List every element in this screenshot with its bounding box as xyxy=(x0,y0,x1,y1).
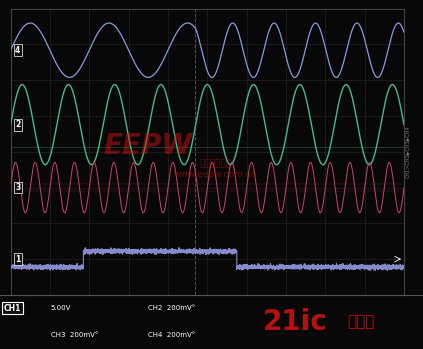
Text: 3: 3 xyxy=(15,183,20,192)
Text: 5.00V: 5.00V xyxy=(51,305,71,311)
Text: 21ic: 21ic xyxy=(262,308,327,336)
Text: CH1>CH2▶CH3▶CH4: CH1>CH2▶CH3▶CH4 xyxy=(405,126,410,178)
Text: CH1: CH1 xyxy=(4,304,22,313)
Text: 1: 1 xyxy=(15,255,20,263)
Text: 电子网: 电子网 xyxy=(347,314,374,329)
Text: 2: 2 xyxy=(15,120,20,129)
Text: EEPW: EEPW xyxy=(104,132,193,160)
Text: CH3  200mV°: CH3 200mV° xyxy=(51,333,98,339)
Text: 4: 4 xyxy=(15,46,20,55)
Text: CH4  200mV°: CH4 200mV° xyxy=(148,333,195,339)
Text: CH2  200mV°: CH2 200mV° xyxy=(148,305,195,311)
Text: 电子产品世界
www.eepw.com.cn: 电子产品世界 www.eepw.com.cn xyxy=(173,159,257,179)
